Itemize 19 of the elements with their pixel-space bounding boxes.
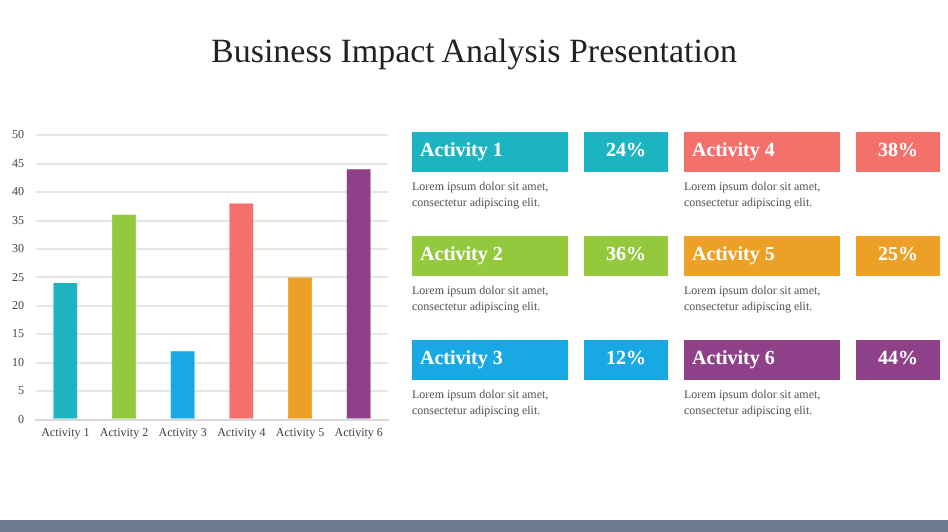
text: 38% bbox=[878, 140, 918, 162]
bar bbox=[112, 214, 136, 419]
category-label: Activity 1 bbox=[412, 132, 568, 172]
bar bbox=[346, 169, 371, 419]
text: Business Impact Analysis Presentation bbox=[208, 32, 739, 72]
text: 44% bbox=[878, 348, 918, 370]
category-label: Activity 4 bbox=[684, 132, 840, 172]
category-label: Activity 2 bbox=[412, 236, 568, 276]
category-label: Activity 6 bbox=[684, 340, 840, 380]
bar bbox=[288, 277, 312, 419]
category-label: Activity 3 bbox=[412, 340, 568, 380]
text: 25% bbox=[878, 244, 918, 266]
bar bbox=[229, 203, 254, 419]
text: 36% bbox=[606, 244, 646, 266]
bar bbox=[53, 283, 78, 419]
category-label: Activity 5 bbox=[684, 236, 840, 276]
text: 24% bbox=[606, 140, 646, 162]
bar bbox=[170, 351, 195, 419]
text: 12% bbox=[606, 348, 646, 370]
